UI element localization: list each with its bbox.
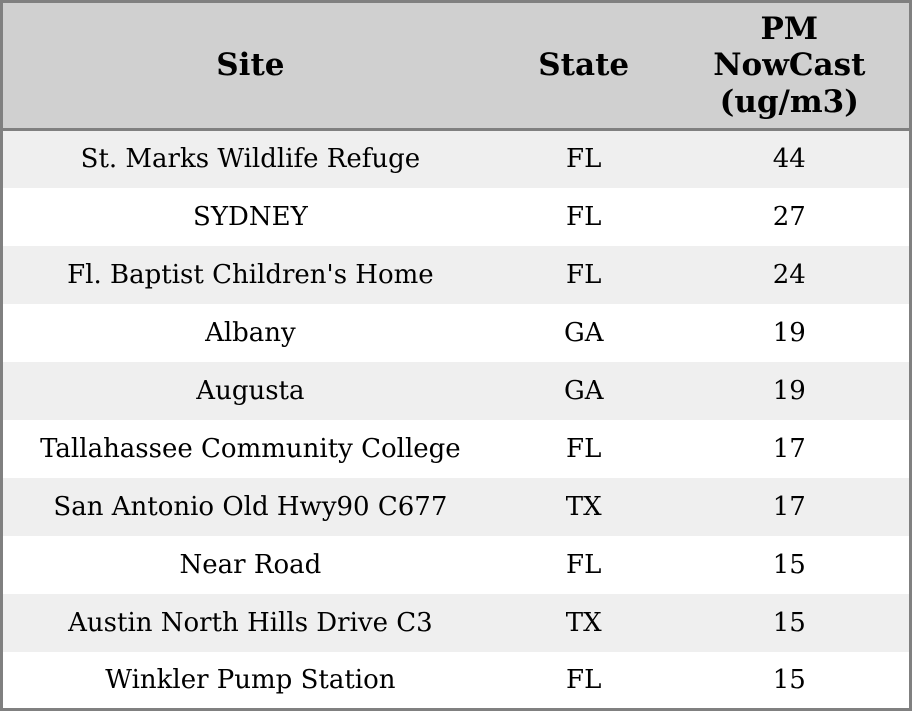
column-header-pm-nowcast: PM NowCast (ug/m3) [669,1,911,131]
column-header-state: State [497,1,670,131]
table-row: Albany GA 19 [1,303,911,362]
table-row: Fl. Baptist Children's Home FL 24 [1,245,911,304]
pm-value-cell: 44 [772,144,806,175]
pm-value-cell: 15 [772,664,806,695]
state-cell: GA [563,317,604,348]
pm-value-cell: 19 [772,375,806,406]
table-row: Near Road FL 15 [1,535,911,594]
state-cell: FL [566,201,602,232]
pm-value-cell: 17 [772,433,806,464]
table-header: Site State PM NowCast (ug/m3) [1,1,911,131]
state-cell: FL [566,144,602,175]
state-cell: GA [563,375,604,406]
pm-value-cell: 27 [772,201,806,232]
site-cell: Winkler Pump Station [105,664,396,695]
state-cell: FL [566,259,602,290]
table-row: SYDNEY FL 27 [1,187,911,246]
site-cell: Albany [205,317,296,348]
table-row: Augusta GA 19 [1,361,911,420]
column-header-site: Site [1,1,498,131]
state-cell: FL [566,549,602,580]
site-cell: San Antonio Old Hwy90 C677 [53,491,448,522]
state-cell: TX [565,607,602,638]
site-cell: SYDNEY [193,201,308,232]
table-row: Winkler Pump Station FL 15 [1,651,911,710]
pm-value-cell: 19 [772,317,806,348]
site-cell: Augusta [196,375,305,406]
pm-value-cell: 17 [772,491,806,522]
pm-value-cell: 24 [772,259,806,290]
site-cell: Tallahassee Community College [40,433,461,464]
site-cell: Near Road [179,549,322,580]
header-row: Site State PM NowCast (ug/m3) [1,1,911,131]
state-cell: TX [565,491,602,522]
table-row: San Antonio Old Hwy90 C677 TX 17 [1,477,911,536]
table-row: Tallahassee Community College FL 17 [1,419,911,478]
site-cell: St. Marks Wildlife Refuge [80,144,421,175]
table-row: St. Marks Wildlife Refuge FL 44 [1,129,911,188]
site-cell: Austin North Hills Drive C3 [68,607,433,638]
pm-value-cell: 15 [772,549,806,580]
table-row: Austin North Hills Drive C3 TX 15 [1,593,911,652]
state-cell: FL [566,664,602,695]
pm-value-cell: 15 [772,607,806,638]
state-cell: FL [566,433,602,464]
site-cell: Fl. Baptist Children's Home [67,259,434,290]
table-body: St. Marks Wildlife Refuge FL 44 SYDNEY F… [1,129,911,710]
